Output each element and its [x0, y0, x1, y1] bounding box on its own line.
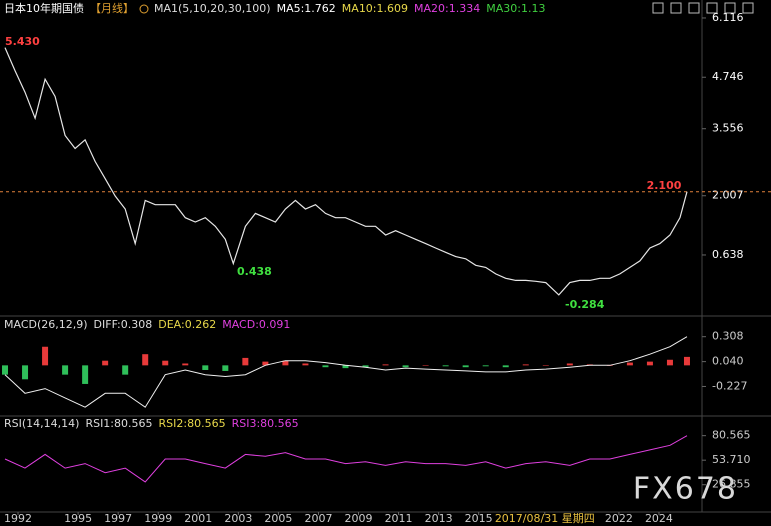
macd-bar — [362, 365, 369, 368]
annotation: 0.438 — [237, 265, 272, 278]
macd-bar — [522, 364, 529, 366]
macd-bar — [322, 365, 329, 368]
rsi-line — [4, 435, 688, 483]
chart-title: 日本10年期国债 — [4, 1, 84, 15]
add-icon — [139, 4, 149, 14]
macd-bar — [422, 365, 429, 366]
y-tick-label: 3.556 — [712, 122, 744, 135]
legend-entry: MA20:1.334 — [414, 2, 480, 15]
macd-bar — [666, 359, 673, 366]
y-tick-label: -0.227 — [712, 379, 747, 392]
x-tick-label: 2015 — [465, 512, 493, 525]
legend-entry: DEA:0.262 — [158, 318, 216, 331]
macd-bar — [566, 363, 573, 366]
legend-entry: MA5:1.762 — [277, 2, 336, 15]
macd-bar — [342, 365, 349, 369]
annotation: -0.284 — [565, 298, 605, 311]
legend-entry: RSI3:80.565 — [232, 417, 299, 430]
legend-entry: MA1(5,10,20,30,100) — [154, 2, 271, 15]
macd-bar — [502, 365, 509, 368]
annotation: 5.430 — [5, 35, 40, 48]
y-tick-label: 53.710 — [712, 453, 751, 466]
x-tick-label: 2005 — [264, 512, 292, 525]
x-tick-label: 2013 — [425, 512, 453, 525]
watermark: FX678 — [633, 472, 738, 507]
y-tick-label: 0.638 — [712, 248, 744, 261]
macd-bar — [22, 365, 29, 380]
toolbar-icons[interactable] — [652, 2, 754, 14]
macd-bar — [102, 360, 109, 366]
x-tick-label: 2017/08/31 星期四 — [495, 512, 595, 525]
macd-bar — [242, 357, 249, 366]
period-label: 【月线】 — [90, 1, 134, 15]
x-tick-label: 1992 — [4, 512, 32, 525]
icon[interactable] — [706, 2, 718, 14]
annotation: 2.100 — [647, 179, 682, 192]
macd-bar — [2, 365, 9, 375]
x-tick-label: 2003 — [224, 512, 252, 525]
macd-bar — [42, 346, 49, 366]
macd-bar — [482, 365, 489, 367]
macd-bar — [302, 363, 309, 366]
y-tick-label: 0.308 — [712, 330, 744, 343]
x-tick-label: 1997 — [104, 512, 132, 525]
macd-bar — [202, 365, 209, 370]
macd-bar — [382, 364, 389, 366]
price-line — [4, 47, 688, 296]
legend-entry: MACD(26,12,9) — [4, 318, 88, 331]
x-tick-label: 2022 — [605, 512, 633, 525]
x-tick-label: 2011 — [385, 512, 413, 525]
y-tick-label: 0.040 — [712, 355, 744, 368]
legend-entry: RSI(14,14,14) — [4, 417, 79, 430]
x-tick-label: 1995 — [64, 512, 92, 525]
diff-line — [4, 336, 688, 408]
macd-bar — [542, 365, 549, 366]
x-tick-label: 1999 — [144, 512, 172, 525]
legend-entry: MACD:0.091 — [222, 318, 290, 331]
macd-bar — [142, 354, 149, 366]
legend-entry: MA30:1.13 — [486, 2, 545, 15]
legend-entry: RSI1:80.565 — [85, 417, 152, 430]
macd-bar — [62, 365, 69, 375]
y-tick-label: 6.116 — [712, 11, 744, 24]
y-tick-label: 4.746 — [712, 70, 744, 83]
macd-bar — [262, 361, 269, 366]
y-tick-label: 2.007 — [712, 189, 744, 202]
y-tick-label: 80.565 — [712, 429, 751, 442]
legend-entry: DIFF:0.308 — [94, 318, 153, 331]
icon[interactable] — [688, 2, 700, 14]
x-tick-label: 2001 — [184, 512, 212, 525]
icon[interactable] — [742, 2, 754, 14]
macd-bar — [626, 362, 633, 366]
macd-bar — [683, 356, 690, 366]
icon[interactable] — [652, 2, 664, 14]
legend-entry: RSI2:80.565 — [159, 417, 226, 430]
macd-bar — [222, 365, 229, 371]
icon[interactable] — [724, 2, 736, 14]
macd-bar — [182, 363, 189, 366]
x-tick-label: 2024 — [645, 512, 673, 525]
x-tick-label: 2007 — [304, 512, 332, 525]
macd-bar — [646, 361, 653, 366]
legend-entry: MA10:1.609 — [342, 2, 408, 15]
macd-bar — [462, 365, 469, 368]
icon[interactable] — [670, 2, 682, 14]
macd-bar — [122, 365, 129, 375]
macd-bar — [162, 360, 169, 366]
macd-bar — [82, 365, 89, 384]
macd-bar — [402, 365, 409, 368]
y-tick-label: 26.855 — [712, 478, 751, 491]
x-tick-label: 2009 — [345, 512, 373, 525]
macd-bar — [442, 365, 449, 367]
macd-bar — [282, 360, 289, 366]
